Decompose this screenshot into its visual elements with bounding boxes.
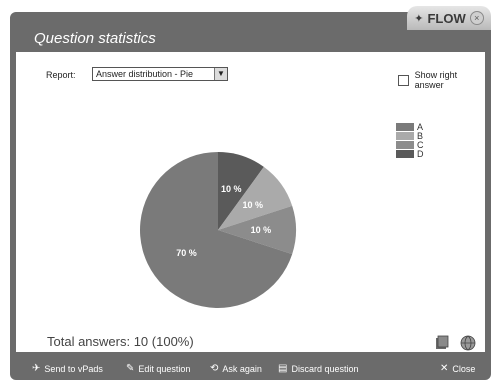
chevron-down-icon[interactable]: ▼	[214, 68, 227, 80]
pie-slice-b	[218, 166, 293, 230]
pie-label-d: 10 %	[221, 184, 242, 194]
close-label: Close	[452, 363, 476, 374]
show-right-answer-toggle[interactable]: Show right answer	[398, 70, 485, 90]
legend-item: C	[396, 139, 424, 150]
action-bar: ✈ Send to vPads ✎ Edit question ⟲ Ask ag…	[10, 355, 491, 380]
chart-legend: A B C D	[396, 121, 424, 159]
pie-label-a: 70 %	[176, 248, 197, 258]
pie-slice-c	[218, 205, 296, 255]
legend-label: D	[417, 148, 424, 159]
discard-icon: ▤	[278, 363, 288, 374]
close-button[interactable]: ✕ Close	[440, 363, 475, 374]
export-icon[interactable]	[434, 335, 450, 351]
pie-slice-d	[218, 152, 264, 230]
total-answers: Total answers: 10 (100%)	[47, 334, 194, 349]
legend-swatch	[396, 122, 414, 131]
pie-label-c: 10 %	[251, 225, 272, 235]
discard-question-button[interactable]: ▤ Discard question	[278, 363, 359, 374]
pie-slice-a	[140, 152, 293, 308]
legend-item: B	[396, 130, 424, 141]
discard-question-label: Discard question	[291, 363, 359, 374]
flow-brand-tab: ✦ FLOW ×	[407, 6, 491, 30]
legend-swatch	[396, 131, 414, 140]
ask-again-label: Ask again	[222, 363, 262, 374]
send-icon: ✈	[32, 363, 41, 374]
legend-item: D	[396, 148, 424, 159]
send-to-vpads-label: Send to vPads	[44, 363, 103, 374]
show-right-answer-checkbox[interactable]	[398, 74, 409, 86]
legend-label: C	[417, 139, 424, 150]
legend-item: A	[396, 121, 424, 132]
show-right-answer-label: Show right answer	[414, 70, 458, 90]
edit-question-button[interactable]: ✎ Edit question	[126, 363, 190, 374]
titlebar: Question statistics	[10, 30, 491, 50]
window-close-icon[interactable]: ×	[469, 11, 484, 25]
report-select[interactable]: Answer distribution - Pie ▼	[92, 67, 228, 81]
globe-icon[interactable]	[460, 335, 476, 351]
ask-again-icon: ⟲	[210, 363, 219, 374]
report-select-value: Answer distribution - Pie	[96, 69, 194, 79]
statistics-panel: Report: Answer distribution - Pie ▼ Show…	[16, 52, 485, 352]
dialog-title: Question statistics	[34, 30, 156, 47]
pie-label-b: 10 %	[242, 200, 263, 210]
legend-label: A	[417, 121, 424, 132]
edit-question-label: Edit question	[138, 363, 191, 374]
legend-swatch	[396, 149, 414, 158]
legend-swatch	[396, 140, 414, 149]
pie-chart: 10 %10 %10 %70 %	[140, 152, 296, 308]
flow-logo: FLOW	[427, 10, 466, 26]
close-icon: ✕	[440, 363, 449, 374]
report-label: Report:	[46, 70, 76, 80]
send-to-vpads-button[interactable]: ✈ Send to vPads	[32, 363, 103, 374]
legend-label: B	[417, 130, 424, 141]
edit-icon: ✎	[126, 363, 135, 374]
ask-again-button[interactable]: ⟲ Ask again	[210, 363, 262, 374]
flow-logo-icon: ✦	[414, 12, 424, 25]
